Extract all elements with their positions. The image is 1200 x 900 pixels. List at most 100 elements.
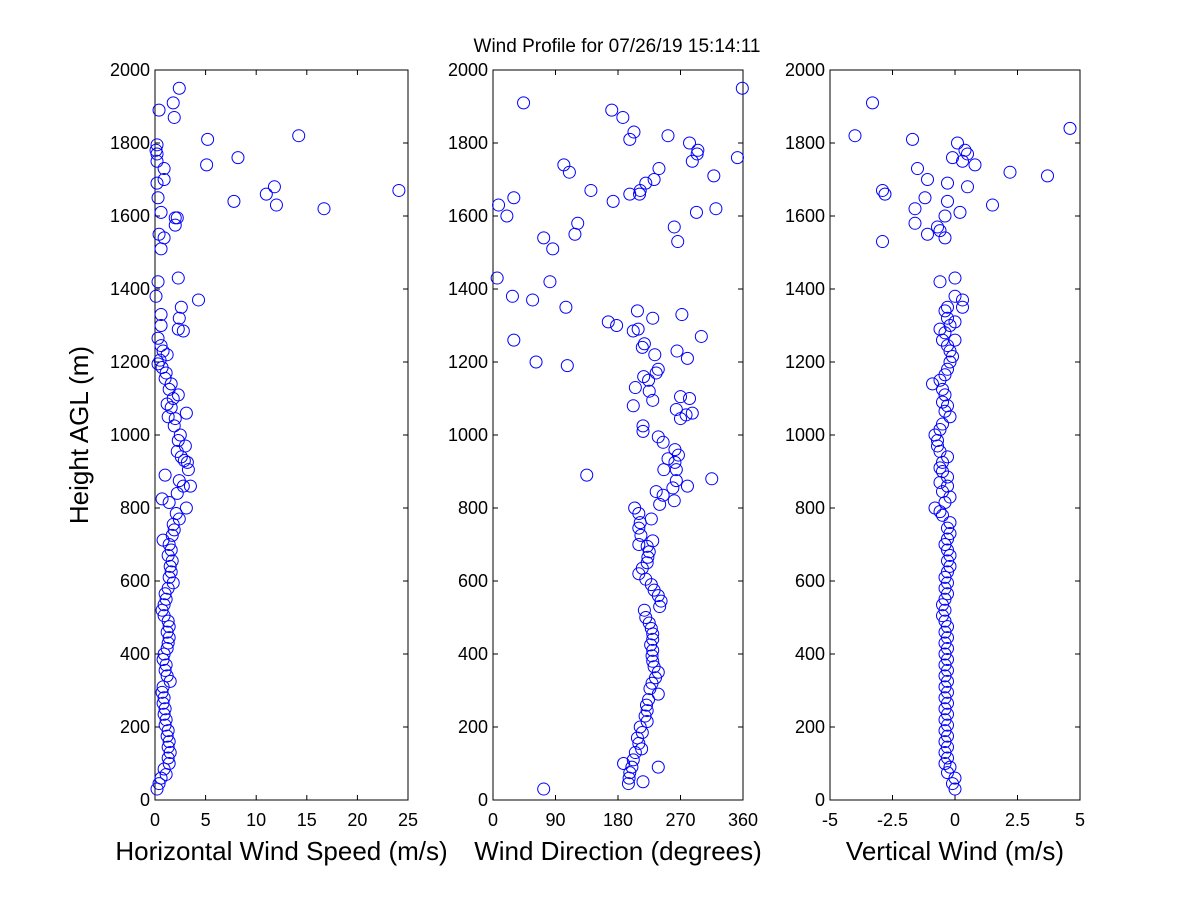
x-axis-label: Wind Direction (degrees): [474, 836, 762, 866]
data-point: [164, 543, 178, 557]
data-point: [162, 631, 176, 645]
data-point: [601, 315, 615, 329]
y-tick-label: 1200: [448, 352, 488, 372]
data-point: [906, 132, 919, 146]
data-point: [646, 654, 660, 668]
data-point: [848, 129, 862, 143]
data-point: [653, 600, 667, 614]
data-point: [179, 501, 193, 515]
data-point: [492, 198, 506, 212]
data-point: [176, 479, 190, 493]
data-point: [941, 362, 954, 376]
data-point: [584, 183, 598, 197]
data-point: [653, 497, 667, 511]
data-point: [162, 570, 176, 584]
data-point: [941, 300, 954, 314]
data-point: [177, 454, 191, 468]
data-point: [918, 191, 932, 205]
data-point: [172, 474, 186, 488]
data-point: [933, 224, 947, 238]
data-point: [160, 642, 174, 656]
data-point: [543, 275, 557, 289]
data-point: [636, 424, 650, 438]
data-point: [151, 191, 165, 205]
data-point: [876, 183, 889, 197]
y-tick-label: 600: [120, 571, 150, 591]
y-tick-label: 0: [478, 790, 488, 810]
data-point: [931, 220, 944, 234]
data-point: [560, 359, 574, 373]
data-point: [161, 410, 175, 424]
data-point: [158, 663, 172, 677]
data-point: [936, 508, 949, 522]
data-point: [158, 718, 172, 732]
data-point: [174, 300, 188, 314]
data-point: [968, 158, 982, 172]
data-point: [231, 151, 245, 165]
data-point: [626, 753, 640, 767]
data-point: [661, 129, 675, 143]
data-point: [625, 760, 639, 774]
data-point: [667, 220, 681, 234]
data-point: [617, 757, 631, 770]
y-tick-label: 1600: [785, 206, 825, 226]
data-point: [160, 669, 174, 683]
data-point: [571, 216, 585, 230]
data-point: [936, 465, 949, 478]
data-point: [948, 315, 962, 329]
wind-direction-panel: 0 200 400 600 800 1000 1200 1400 1600 1800 2000 0 90…: [448, 60, 762, 866]
data-point: [171, 433, 185, 447]
data-point: [735, 81, 749, 95]
x-axis-label: Vertical Wind (m/s): [846, 836, 1064, 866]
data-point: [183, 479, 197, 493]
vertical-wind-panel: 0 200 400 600 800 1000 1200 1400 1600 1800 2000 -5 -…: [785, 60, 1085, 866]
data-point: [200, 158, 214, 172]
data-point: [154, 242, 168, 256]
data-point: [941, 194, 954, 208]
y-tick-label: 400: [795, 644, 825, 664]
y-tick-label: 1200: [785, 352, 825, 372]
data-point: [648, 348, 662, 362]
y-tick-label: 600: [795, 571, 825, 591]
data-point: [948, 271, 962, 285]
data-point: [941, 311, 954, 325]
data-point: [171, 271, 185, 285]
x-tick-label: 5: [201, 810, 211, 830]
x-tick-label: 0: [150, 810, 160, 830]
data-point: [649, 366, 663, 380]
data-point: [921, 173, 934, 186]
data-point: [646, 643, 660, 657]
data-point: [647, 660, 661, 674]
data-point: [156, 696, 170, 710]
y-tick-label: 2000: [110, 60, 150, 80]
data-point: [172, 311, 186, 325]
data-point: [632, 538, 646, 551]
data-point: [161, 751, 175, 765]
data-point: [640, 704, 654, 718]
data-point: [628, 381, 642, 395]
y-tick-label: 800: [120, 498, 150, 518]
data-point: [267, 180, 281, 194]
data-point: [671, 235, 685, 249]
data-point: [878, 187, 892, 201]
data-point: [669, 463, 683, 477]
data-point: [537, 231, 551, 245]
data-point: [1003, 165, 1017, 179]
data-point: [169, 506, 183, 520]
data-point: [941, 176, 954, 190]
x-tick-label: 20: [347, 810, 367, 830]
data-point: [631, 322, 645, 336]
data-point: [157, 609, 171, 623]
data-point: [669, 402, 683, 416]
y-tick-label: 1800: [785, 133, 825, 153]
data-point: [646, 311, 660, 325]
data-point: [157, 691, 171, 705]
data-point: [639, 698, 653, 712]
data-point: [154, 205, 168, 219]
data-point: [269, 198, 283, 212]
data-point: [628, 501, 642, 515]
y-axis-label: Height AGL (m): [64, 346, 94, 524]
data-point: [679, 408, 693, 422]
data-point: [155, 360, 169, 374]
data-point: [150, 138, 164, 152]
